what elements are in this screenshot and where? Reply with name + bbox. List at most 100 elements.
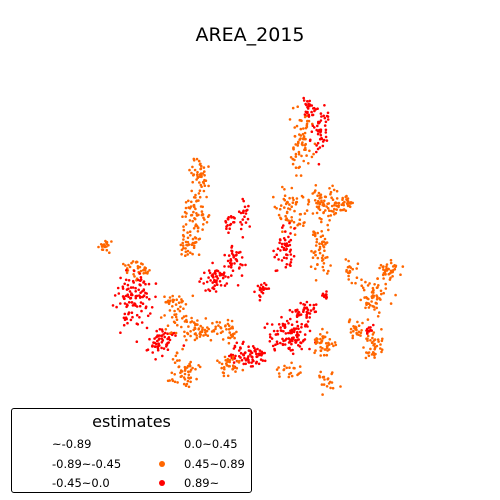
map-point (296, 330, 299, 334)
map-point (347, 200, 350, 203)
map-point (195, 336, 199, 340)
map-point (168, 296, 172, 299)
map-point (175, 318, 179, 322)
map-point (324, 120, 328, 124)
map-point (299, 341, 303, 345)
map-point (355, 267, 359, 270)
map-point (263, 359, 267, 363)
map-point (289, 226, 293, 229)
map-point (276, 342, 279, 346)
map-point (180, 325, 183, 329)
map-point (229, 327, 232, 330)
map-point (233, 336, 236, 340)
map-point (302, 127, 305, 130)
map-point (243, 215, 246, 218)
map-point (105, 248, 109, 252)
map-point (179, 369, 183, 372)
map-point (149, 312, 152, 315)
map-point (209, 338, 213, 342)
map-point (204, 289, 207, 292)
map-point (285, 256, 288, 260)
map-point (203, 271, 206, 275)
map-point (193, 168, 197, 172)
map-point (318, 146, 322, 149)
map-point (182, 376, 186, 379)
map-point (178, 295, 181, 298)
map-point (130, 301, 134, 304)
map-point (344, 209, 348, 212)
map-point (205, 221, 209, 224)
map-point (192, 173, 196, 176)
map-point (302, 99, 306, 102)
map-point (322, 245, 326, 249)
map-point (127, 311, 131, 314)
map-point (233, 345, 237, 349)
map-point (125, 271, 129, 275)
map-point (150, 306, 154, 309)
map-point (319, 133, 323, 137)
map-point (195, 334, 198, 337)
map-point (185, 366, 189, 369)
map-point (320, 383, 324, 386)
map-point (272, 249, 275, 253)
map-point (102, 243, 106, 246)
map-point (326, 202, 329, 206)
map-point (318, 202, 322, 206)
map-point (142, 280, 146, 283)
map-point (285, 211, 289, 215)
map-point (290, 361, 293, 365)
map-point (180, 299, 184, 303)
map-point (122, 297, 126, 301)
map-point (176, 307, 180, 311)
map-point (166, 324, 170, 328)
map-point (318, 245, 322, 249)
map-point (258, 298, 262, 302)
map-point (142, 272, 145, 275)
map-point (184, 254, 187, 257)
map-point (162, 347, 166, 350)
map-point (367, 306, 371, 309)
map-point (298, 218, 302, 221)
map-point (311, 113, 315, 117)
map-point (135, 322, 139, 326)
map-point (123, 312, 127, 316)
map-point (123, 282, 126, 286)
map-point (160, 346, 163, 350)
map-point (306, 203, 310, 206)
map-point (230, 274, 233, 277)
map-point (228, 336, 232, 340)
map-point (208, 271, 212, 275)
map-point (366, 334, 370, 338)
map-point (316, 107, 319, 110)
map-point (125, 317, 128, 321)
map-point (205, 280, 209, 284)
map-point (244, 212, 248, 215)
map-point (194, 196, 197, 199)
map-point (141, 290, 144, 293)
map-point (299, 174, 303, 177)
map-point (247, 355, 250, 358)
map-point (294, 166, 298, 169)
map-point (321, 327, 324, 331)
map-point (246, 208, 249, 212)
map-point (369, 304, 372, 307)
map-point (288, 366, 291, 370)
map-point (291, 196, 295, 200)
map-point (303, 212, 307, 215)
map-point (275, 368, 279, 371)
map-point (135, 340, 139, 344)
map-point (186, 231, 189, 234)
map-point (251, 365, 254, 368)
map-point (199, 172, 203, 175)
map-point (198, 365, 202, 369)
map-point (323, 249, 326, 252)
map-point (382, 265, 385, 268)
map-point (288, 203, 291, 206)
map-point (373, 353, 376, 357)
map-point (323, 124, 327, 127)
legend-label-0-045: 0.0~0.45 (184, 437, 238, 451)
map-point (174, 303, 178, 306)
map-point (215, 283, 219, 287)
map-point (226, 318, 230, 322)
map-point (290, 216, 294, 219)
